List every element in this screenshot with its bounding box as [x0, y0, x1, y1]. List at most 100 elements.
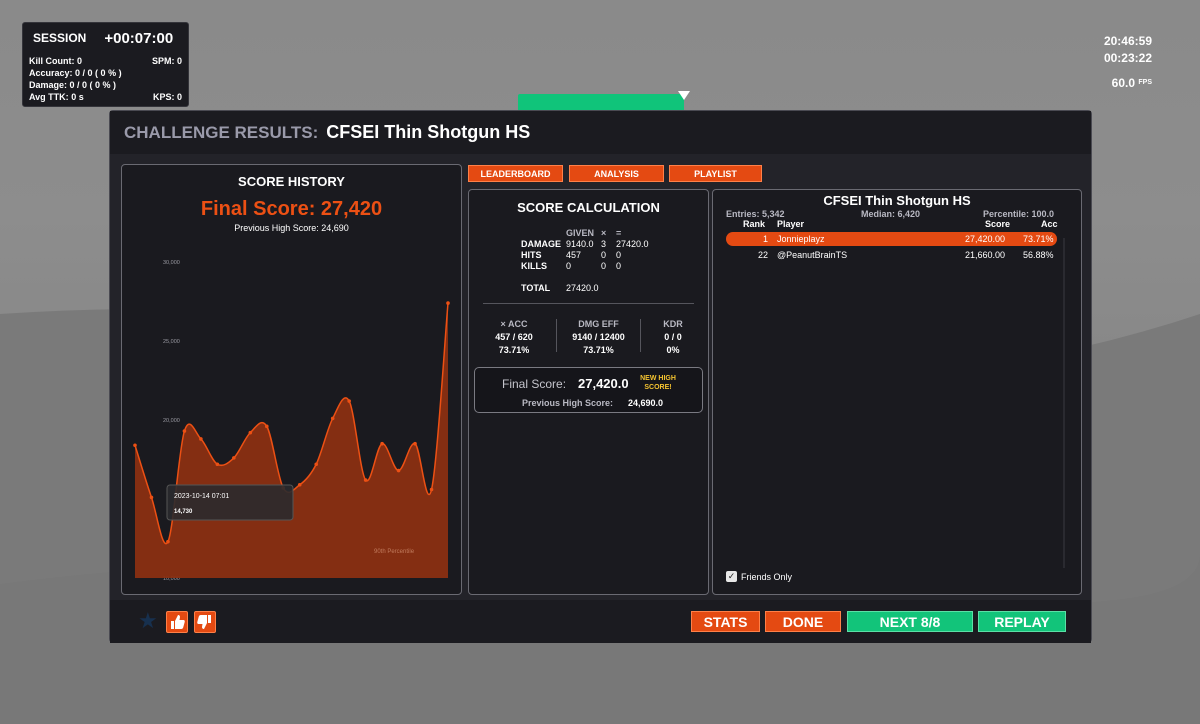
score-point[interactable]: [199, 437, 203, 441]
done-button[interactable]: DONE: [765, 611, 841, 632]
friends-only-label: Friends Only: [741, 571, 793, 582]
clock-time: 20:46:59: [1103, 34, 1152, 48]
friends-only-toggle[interactable]: ✓ Friends Only: [726, 571, 792, 582]
score-history-heading: SCORE HISTORY: [238, 174, 345, 189]
next-button[interactable]: NEXT 8/8: [847, 611, 973, 632]
y-tick-label: 25,000: [163, 339, 180, 345]
y-tick-label: 10,000: [163, 576, 180, 582]
final-score: Final Score: 27,420: [200, 198, 383, 220]
percentile-label: 90th Percentile: [374, 549, 415, 555]
damage-value: 0 / 0 ( 0 % ): [69, 80, 117, 90]
stats-button[interactable]: STATS: [691, 611, 760, 632]
acc-label: × ACC: [500, 319, 528, 329]
star-icon[interactable]: ★: [138, 608, 158, 633]
total-value: 27420.0: [566, 283, 599, 293]
y-tick-label: 30,000: [163, 260, 180, 266]
col-given: GIVEN: [566, 228, 595, 238]
challenge-name: CFSEI Thin Shotgun HS: [326, 122, 531, 142]
tab-leaderboard[interactable]: LEADERBOARD: [468, 165, 563, 182]
session-row-damage: Damage: 0 / 0 ( 0 % ): [29, 80, 117, 90]
leaderboard-percentile: Percentile: 100.0: [983, 209, 1055, 219]
hud-clock: 20:46:59 00:23:22: [1104, 33, 1152, 67]
progress-bar: [518, 94, 684, 110]
friends-only-checkbox[interactable]: ✓: [726, 571, 737, 582]
thumbs-down-icon: [197, 615, 211, 629]
kill-count: 0: [77, 56, 83, 66]
row-hits-result: 0: [616, 250, 622, 260]
row-kills-label: KILLS: [521, 261, 547, 271]
challenge-results-modal: CHALLENGE RESULTS: CFSEI Thin Shotgun HS…: [109, 110, 1092, 643]
score-point[interactable]: [133, 443, 137, 448]
score-point[interactable]: [446, 301, 450, 305]
score-point[interactable]: [396, 468, 401, 473]
kdr-ratio: 0 / 0: [664, 332, 682, 342]
score-point[interactable]: [429, 487, 434, 492]
leaderboard-row[interactable]: 22 @PeanutBrainTS 21,660.00 56.88%: [726, 248, 1057, 262]
score-point[interactable]: [232, 456, 236, 460]
score-calculation-panel: SCORE CALCULATION GIVEN × = DAMAGE 9140.…: [468, 189, 709, 595]
leaderboard-scrollbar[interactable]: [1063, 238, 1065, 568]
thumbs-up-button[interactable]: [166, 611, 188, 633]
stat-divider: [640, 319, 641, 352]
row-kills-given: 0: [566, 261, 572, 271]
dmg-eff-label: DMG EFF: [578, 319, 619, 329]
row-kills-result: 0: [616, 261, 622, 271]
row-damage-mult: 3: [601, 239, 607, 249]
row-acc: 73.71%: [1023, 234, 1054, 244]
modal-title-label: CHALLENGE RESULTS:: [124, 122, 319, 142]
score-point[interactable]: [264, 424, 269, 429]
session-row-kills: Kill Count: 0 SPM: 0: [29, 56, 182, 66]
row-rank: 22: [757, 250, 768, 260]
chart-tooltip: 2023-10-14 07:01 14,730: [166, 484, 294, 521]
score-point[interactable]: [363, 478, 368, 482]
prev-high-label: Previous High Score:: [522, 398, 614, 408]
score-point[interactable]: [182, 429, 187, 433]
score-point[interactable]: [314, 462, 319, 467]
bottom-bar: ★ STATS DONE NEXT 8/8 REPLAY: [110, 600, 1091, 643]
leaderboard-entries: Entries: 5,342: [726, 209, 785, 219]
row-player: Jonnieplayz: [777, 234, 825, 244]
score-point[interactable]: [297, 482, 302, 487]
leaderboard-row[interactable]: 1 Jonnieplayz 27,420.00 73.71%: [726, 232, 1057, 246]
row-kills-mult: 0: [601, 261, 607, 271]
tooltip-value: 14,730: [174, 509, 193, 515]
previous-high-score: Previous High Score: 24,690: [234, 223, 349, 233]
col-player: Player: [777, 219, 805, 229]
session-title: SESSION: [33, 31, 87, 45]
tab-analysis[interactable]: ANALYSIS: [569, 165, 664, 182]
score-point[interactable]: [248, 430, 253, 435]
spm-value: 0: [176, 56, 182, 66]
kdr-label: KDR: [663, 319, 683, 329]
score-point[interactable]: [413, 441, 417, 446]
score-calc-heading: SCORE CALCULATION: [517, 200, 660, 215]
dmg-eff-percent: 73.71%: [583, 345, 614, 355]
kps-value: 0: [176, 92, 182, 102]
prev-high-value: 24,690.0: [628, 398, 664, 408]
score-history-chart[interactable]: 30,000 25,000 20,000 10,000 90th Percentile…: [122, 165, 461, 594]
fps-value: 60.0: [1111, 76, 1136, 90]
stat-divider: [556, 319, 557, 352]
score-point[interactable]: [215, 462, 220, 467]
score-point[interactable]: [149, 495, 154, 500]
row-hits-given: 457: [566, 250, 582, 260]
modal-header: CHALLENGE RESULTS: CFSEI Thin Shotgun HS: [110, 111, 1091, 154]
row-hits-label: HITS: [521, 250, 542, 260]
y-tick-label: 20,000: [163, 418, 180, 424]
score-point[interactable]: [347, 399, 351, 403]
row-acc: 56.88%: [1023, 250, 1054, 260]
session-row-ttk: Avg TTK: 0 s KPS: 0: [29, 92, 182, 102]
score-point[interactable]: [166, 539, 170, 544]
row-damage-given: 9140.0: [566, 239, 594, 249]
leaderboard-title: CFSEI Thin Shotgun HS: [823, 193, 971, 208]
row-score: 27,420.00: [965, 234, 1006, 244]
score-point[interactable]: [380, 441, 384, 446]
thumbs-down-button[interactable]: [194, 611, 216, 633]
final-score-label: Final Score:: [502, 377, 567, 391]
leaderboard-panel: CFSEI Thin Shotgun HS Entries: 5,342 Med…: [712, 189, 1082, 595]
tab-playlist[interactable]: PLAYLIST: [669, 165, 762, 182]
score-history-panel: SCORE HISTORY Final Score: 27,420 Previo…: [121, 164, 462, 595]
accuracy-value: 0 / 0 ( 0 % ): [75, 68, 122, 78]
col-equals: =: [616, 228, 622, 238]
replay-button[interactable]: REPLAY: [978, 611, 1066, 632]
score-point[interactable]: [330, 416, 335, 421]
